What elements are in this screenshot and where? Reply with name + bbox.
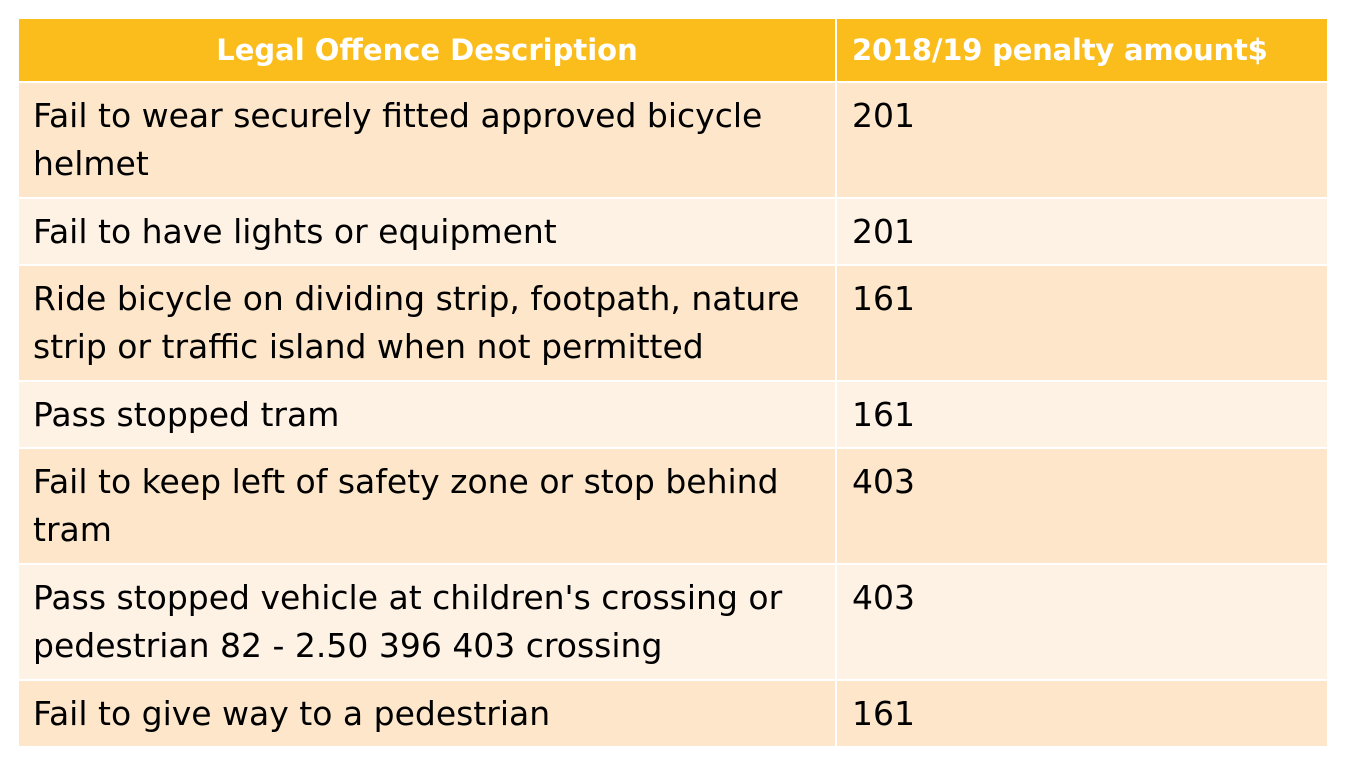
offence-description-cell: Pass stopped tram — [17, 380, 837, 449]
table-header: Legal Offence Description 2018/19 penalt… — [17, 17, 1329, 83]
penalty-amount-cell: 403 — [835, 563, 1329, 681]
table-row: Fail to keep left of safety zone or stop… — [17, 447, 1329, 565]
offence-description-cell: Ride bicycle on dividing strip, footpath… — [17, 264, 837, 382]
header-row: Legal Offence Description 2018/19 penalt… — [17, 17, 1329, 83]
offence-description-cell: Fail to wear securely fitted approved bi… — [17, 81, 837, 199]
table-row: Pass stopped tram 161 — [17, 380, 1329, 449]
offence-description-cell: Pass stopped vehicle at children's cross… — [17, 563, 837, 681]
table-body: Fail to wear securely fitted approved bi… — [17, 81, 1329, 748]
penalty-table: Legal Offence Description 2018/19 penalt… — [17, 17, 1329, 748]
header-offence-description: Legal Offence Description — [17, 17, 837, 83]
penalty-amount-cell: 161 — [835, 679, 1329, 748]
table-row: Fail to wear securely fitted approved bi… — [17, 81, 1329, 199]
penalty-amount-cell: 201 — [835, 81, 1329, 199]
table-row: Pass stopped vehicle at children's cross… — [17, 563, 1329, 681]
offence-description-cell: Fail to have lights or equipment — [17, 197, 837, 266]
penalty-amount-cell: 161 — [835, 380, 1329, 449]
header-penalty-amount: 2018/19 penalty amount$ — [835, 17, 1329, 83]
penalty-amount-cell: 201 — [835, 197, 1329, 266]
penalty-amount-cell: 161 — [835, 264, 1329, 382]
offence-description-cell: Fail to give way to a pedestrian — [17, 679, 837, 748]
table-row: Fail to give way to a pedestrian 161 — [17, 679, 1329, 748]
table-row: Fail to have lights or equipment 201 — [17, 197, 1329, 266]
penalty-amount-cell: 403 — [835, 447, 1329, 565]
offence-description-cell: Fail to keep left of safety zone or stop… — [17, 447, 837, 565]
table-row: Ride bicycle on dividing strip, footpath… — [17, 264, 1329, 382]
